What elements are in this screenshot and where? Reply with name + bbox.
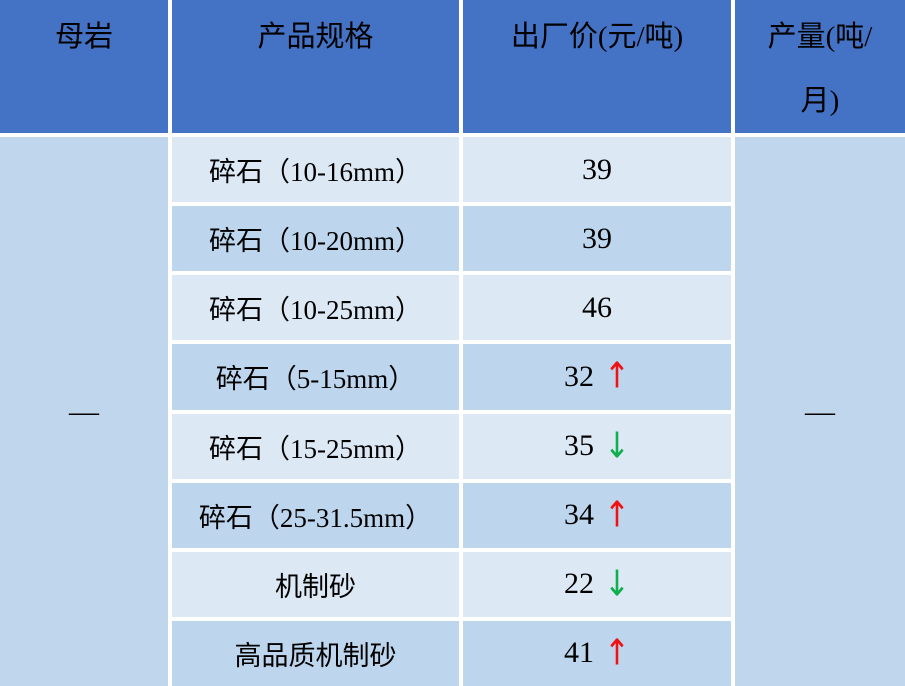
price-cell: 41 ↑ [463,620,731,686]
price-cell: 32 ↑ [463,344,731,410]
spec-cell: 机制砂 [172,551,459,617]
spec-cell: 碎石（15-25mm） [172,413,459,479]
price-value: 35 [564,429,594,463]
price-value: 46 [582,290,612,324]
price-value: 34 [564,498,594,532]
spec-cell: 碎石（25-31.5mm） [172,482,459,548]
spec-cell: 碎石（10-20mm） [172,206,459,272]
trend-up-icon: ↑ [604,355,630,398]
trend-down-icon: ↓ [604,424,630,467]
price-value: 41 [564,636,594,670]
trend-down-icon: ↓ [604,563,630,605]
price-value: 22 [564,567,594,601]
price-cell: 34 ↑ [463,482,731,548]
output-merged-cell: — [735,137,905,686]
price-cell: 35 ↓ [463,413,731,479]
price-value: 32 [564,359,594,393]
column-header-price: 出厂价(元/吨) [463,0,731,133]
price-value: 39 [582,152,612,186]
column-header-output: 产量(吨/ 月) [735,0,905,133]
price-cell: 22 ↓ [463,551,731,617]
price-value: 39 [582,221,612,255]
spec-cell: 碎石（5-15mm） [172,344,459,410]
trend-up-icon: ↑ [604,632,630,674]
spec-cell: 碎石（10-25mm） [172,275,459,341]
price-cell: 39 [463,206,731,272]
column-header-rock: 母岩 [0,0,168,133]
trend-up-icon: ↑ [604,493,630,536]
rock-merged-cell: — [0,137,168,686]
price-cell: 46 [463,275,731,341]
column-header-spec: 产品规格 [172,0,459,133]
price-cell: 39 [463,137,731,203]
spec-cell: 高品质机制砂 [172,620,459,686]
spec-cell: 碎石（10-16mm） [172,137,459,203]
